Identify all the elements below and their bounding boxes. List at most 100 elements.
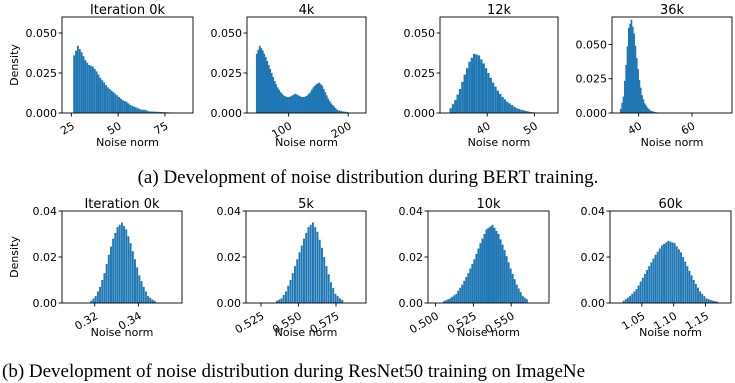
histogram-bar [134, 259, 136, 303]
histogram-bar [105, 263, 108, 303]
histogram-bar [341, 300, 344, 303]
histogram-bar [324, 92, 327, 113]
x-tick-label: 40 [626, 119, 645, 137]
histogram-bar [96, 291, 99, 303]
histogram-bar [116, 95, 119, 113]
histogram-bar [322, 89, 325, 113]
x-tick-label: 75 [152, 119, 171, 137]
histogram-bar [307, 93, 310, 113]
y-tick-label: 0.00 [217, 297, 242, 310]
histogram-bar [269, 69, 272, 113]
histogram-bar [711, 300, 714, 303]
histogram-bar [524, 111, 528, 113]
histogram-bar [643, 273, 646, 303]
histogram-bar [331, 105, 334, 113]
histogram-bar [344, 111, 346, 113]
histogram-bar [140, 281, 143, 303]
y-tick-label: 0.02 [399, 251, 424, 264]
x-axis-label: Noise norm [275, 326, 338, 339]
histogram-bar [138, 275, 141, 303]
histogram-bar [114, 93, 117, 113]
histogram-bar [652, 258, 655, 303]
histogram-bar [323, 257, 326, 303]
histogram-bar [697, 287, 699, 303]
histogram-bar [640, 87, 642, 113]
histogram-bar [641, 95, 643, 113]
histogram-bar [637, 69, 639, 113]
histogram-bar [658, 248, 661, 303]
histogram-bar [318, 82, 321, 113]
histogram-bar [142, 109, 145, 113]
y-tick-label: 0.025 [576, 73, 608, 86]
histogram-bar [75, 50, 77, 113]
histogram-bar [334, 293, 337, 303]
histogram-bar [491, 82, 495, 113]
histogram-bar [155, 111, 158, 113]
histogram-bar [88, 65, 91, 113]
histogram-bar [527, 111, 530, 113]
histogram-bar [263, 53, 266, 113]
histogram-bar [303, 97, 306, 113]
x-axis-label: Noise norm [641, 136, 704, 149]
histogram-bar [650, 110, 653, 113]
y-axis-label: Density [8, 44, 21, 86]
histogram-bar [266, 61, 269, 113]
histogram-bar [149, 111, 152, 113]
histogram-bar [646, 107, 649, 113]
histogram-bar [291, 95, 294, 113]
histogram-bar [501, 244, 504, 303]
histogram-bar [447, 299, 450, 303]
histogram-bar [463, 74, 466, 113]
subplot-title: 60k [658, 197, 683, 212]
histogram-bar [325, 266, 328, 303]
histogram-bar [652, 111, 654, 113]
histogram-bar [121, 100, 124, 113]
y-tick-label: 0.00 [581, 297, 606, 310]
histogram-bar [307, 227, 310, 303]
histogram-bar [309, 92, 312, 113]
y-tick-label: 0.00 [33, 297, 58, 310]
histogram-bar [522, 110, 525, 113]
histogram-bar [656, 251, 659, 303]
histogram-bar [99, 77, 102, 113]
histogram-bar [309, 224, 312, 303]
histogram-bar [445, 300, 448, 303]
histogram-bar [294, 266, 296, 303]
histogram-bar [136, 108, 139, 113]
histogram-bar [290, 96, 292, 113]
histogram-bar [276, 87, 279, 113]
histogram-bar [80, 52, 83, 113]
histogram-bar [93, 69, 96, 113]
histogram-bar [456, 94, 459, 113]
histogram-bar [327, 98, 330, 113]
caption-a: (a) Development of noise distribution du… [138, 167, 599, 188]
subplot-title: 4k [299, 3, 315, 18]
histogram-bar [638, 80, 641, 113]
histogram-bar [282, 294, 285, 303]
histogram-bar [264, 57, 267, 113]
y-tick-label: 0.025 [211, 67, 243, 80]
histogram-bar [149, 297, 152, 303]
histogram-bar [653, 111, 655, 113]
histogram-bar [630, 19, 633, 114]
histogram-bar [134, 107, 137, 113]
histogram-bar [470, 57, 474, 113]
x-axis-label: Noise norm [275, 136, 338, 149]
histogram-bar [649, 110, 651, 113]
histogram-bar [91, 66, 94, 113]
histogram-bar [499, 239, 502, 303]
histogram-bar [112, 92, 115, 113]
histogram-bar [336, 296, 339, 303]
histogram-bar [280, 298, 283, 303]
histogram-bar [483, 234, 486, 303]
histogram-bar [487, 227, 490, 303]
histogram-bar [709, 299, 712, 303]
histogram-bar [629, 23, 631, 113]
histogram-bar [103, 82, 106, 113]
histogram-bar [114, 232, 117, 303]
histogram-bar [298, 252, 301, 303]
histogram-bar [306, 95, 309, 113]
histogram-bar [285, 291, 287, 303]
histogram-bar [633, 33, 635, 113]
